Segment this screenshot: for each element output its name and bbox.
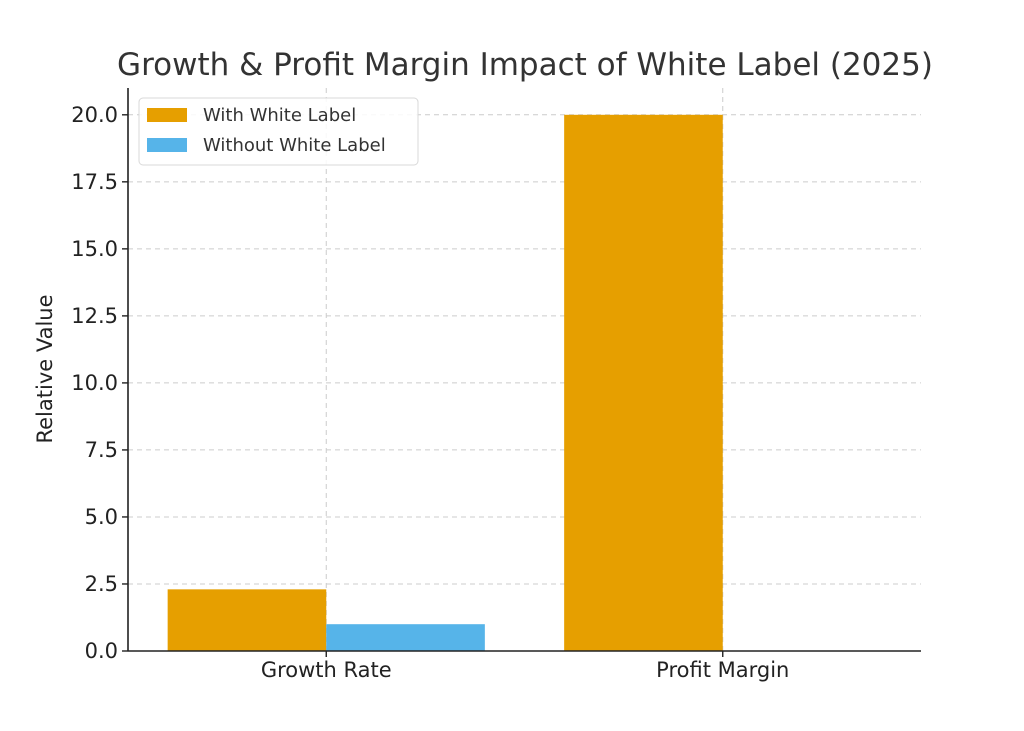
y-tick-label: 5.0 <box>85 505 118 529</box>
legend-swatch <box>147 108 187 122</box>
chart-title: Growth & Profit Margin Impact of White L… <box>117 47 933 83</box>
y-tick-label: 15.0 <box>71 237 118 261</box>
bar-with-white-label-1 <box>564 114 723 652</box>
legend-label: With White Label <box>203 105 356 126</box>
axes <box>127 88 921 652</box>
y-tick-label: 12.5 <box>71 304 118 328</box>
legend: With White Label Without White Label <box>138 97 419 166</box>
legend-label: Without White Label <box>203 135 386 156</box>
y-tick-label: 10.0 <box>71 371 118 395</box>
y-ticks: 0.0 2.5 5.0 7.5 10.0 12.5 15.0 17.5 20.0 <box>71 103 128 663</box>
bars <box>167 114 723 652</box>
y-tick-label: 20.0 <box>71 103 118 127</box>
y-tick-label: 17.5 <box>71 170 118 194</box>
x-tick-label: Growth Rate <box>261 658 392 682</box>
y-tick-label: 0.0 <box>85 639 118 663</box>
y-tick-label: 2.5 <box>85 572 118 596</box>
bar-with-white-label-0 <box>167 589 327 651</box>
y-axis-label: Relative Value <box>33 294 57 443</box>
x-ticks: Growth Rate Profit Margin <box>261 651 789 682</box>
x-tick-label: Profit Margin <box>656 658 789 682</box>
legend-swatch <box>147 138 187 152</box>
grid <box>128 88 921 652</box>
y-tick-label: 7.5 <box>85 438 118 462</box>
bar-without-white-label-0 <box>326 624 485 651</box>
legend-box <box>138 97 419 166</box>
